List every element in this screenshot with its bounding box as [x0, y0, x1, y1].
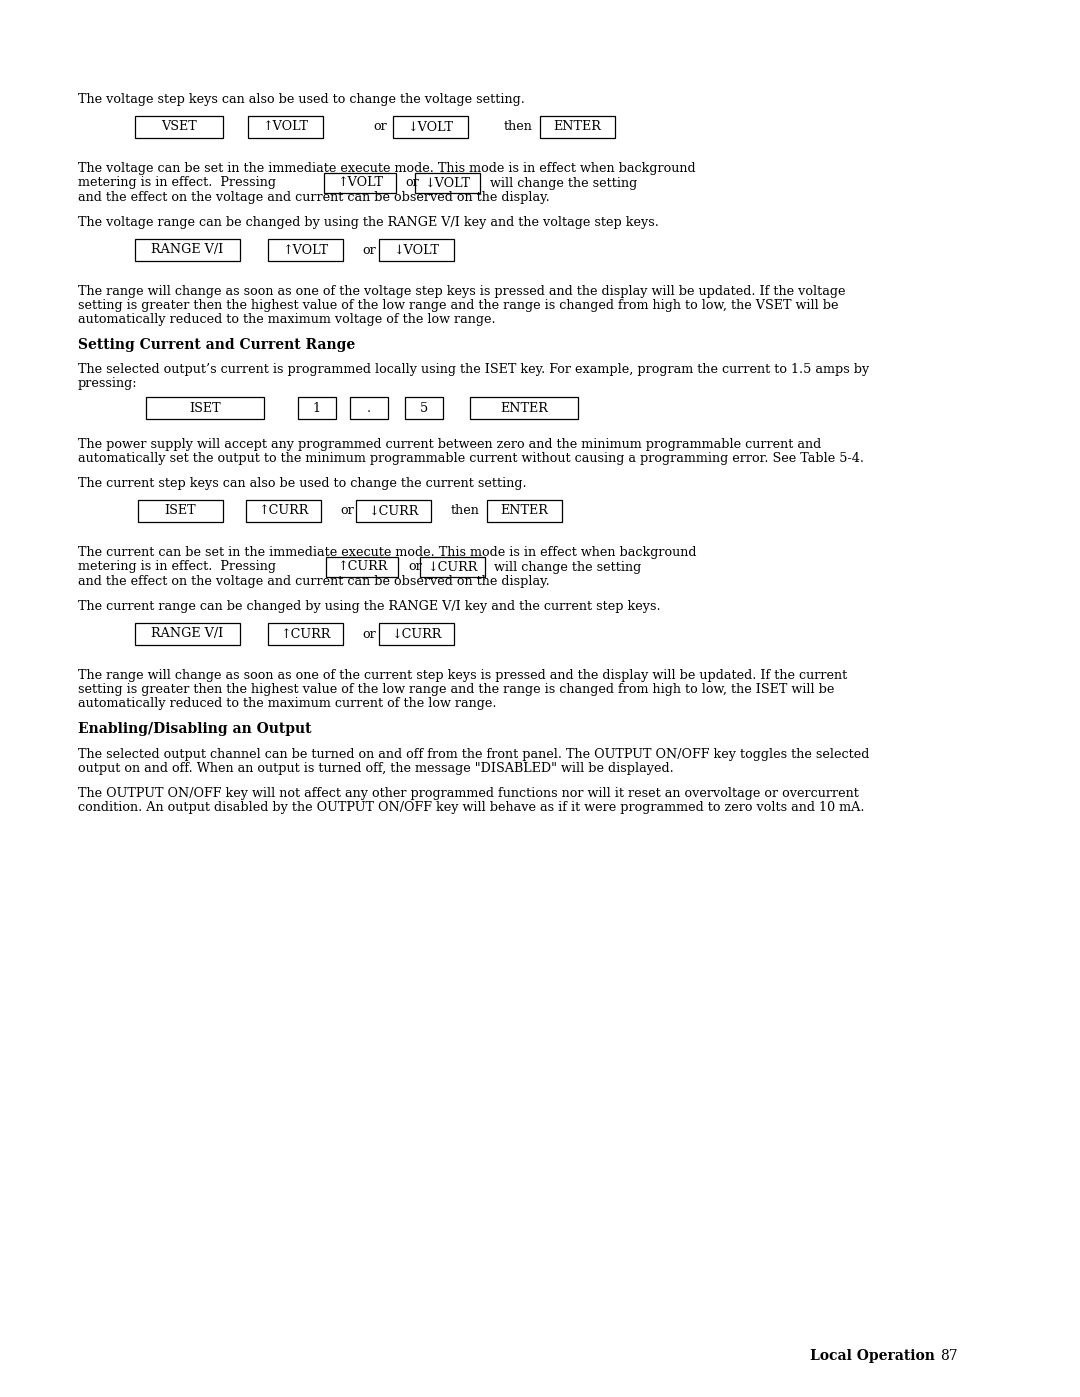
Text: output on and off. When an output is turned off, the message "DISABLED" will be : output on and off. When an output is tur… — [78, 761, 674, 775]
Text: and the effect on the voltage and current can be observed on the display.: and the effect on the voltage and curren… — [78, 576, 550, 588]
Text: ↑CURR: ↑CURR — [337, 560, 388, 574]
Text: or: or — [408, 560, 422, 574]
FancyBboxPatch shape — [247, 116, 323, 138]
Text: 1: 1 — [313, 401, 321, 415]
Text: The voltage range can be changed by using the RANGE V/I key and the voltage step: The voltage range can be changed by usin… — [78, 217, 659, 229]
Text: 87: 87 — [940, 1350, 958, 1363]
Text: The selected output channel can be turned on and off from the front panel. The O: The selected output channel can be turne… — [78, 747, 869, 761]
FancyBboxPatch shape — [470, 397, 578, 419]
Text: metering is in effect.  Pressing: metering is in effect. Pressing — [78, 560, 276, 573]
FancyBboxPatch shape — [415, 173, 480, 193]
Text: ↓CURR: ↓CURR — [391, 627, 442, 640]
Text: The current can be set in the immediate execute mode. This mode is in effect whe: The current can be set in the immediate … — [78, 546, 697, 559]
Text: ↑VOLT: ↑VOLT — [337, 176, 383, 190]
Text: or: or — [362, 243, 376, 257]
Text: then: then — [451, 504, 480, 517]
Text: ↓VOLT: ↓VOLT — [407, 120, 453, 134]
Text: The voltage can be set in the immediate execute mode. This mode is in effect whe: The voltage can be set in the immediate … — [78, 162, 696, 175]
Text: RANGE V/I: RANGE V/I — [151, 243, 224, 257]
Text: The range will change as soon as one of the voltage step keys is pressed and the: The range will change as soon as one of … — [78, 285, 846, 298]
Text: ↓CURR: ↓CURR — [368, 504, 418, 517]
Text: automatically set the output to the minimum programmable current without causing: automatically set the output to the mini… — [78, 453, 864, 465]
Text: ↓VOLT: ↓VOLT — [393, 243, 438, 257]
Text: ISET: ISET — [164, 504, 195, 517]
Text: The selected output’s current is programmed locally using the ISET key. For exam: The selected output’s current is program… — [78, 363, 869, 376]
Text: Enabling/Disabling an Output: Enabling/Disabling an Output — [78, 722, 311, 736]
FancyBboxPatch shape — [135, 239, 240, 261]
FancyBboxPatch shape — [326, 557, 399, 577]
FancyBboxPatch shape — [486, 500, 562, 522]
Text: or: or — [340, 504, 354, 517]
FancyBboxPatch shape — [298, 397, 336, 419]
FancyBboxPatch shape — [137, 500, 222, 522]
Text: ↑VOLT: ↑VOLT — [262, 120, 308, 134]
FancyBboxPatch shape — [378, 623, 454, 645]
FancyBboxPatch shape — [540, 116, 615, 138]
FancyBboxPatch shape — [350, 397, 388, 419]
Text: and the effect on the voltage and current can be observed on the display.: and the effect on the voltage and curren… — [78, 191, 550, 204]
FancyBboxPatch shape — [135, 623, 240, 645]
Text: metering is in effect.  Pressing: metering is in effect. Pressing — [78, 176, 276, 189]
Text: .: . — [367, 401, 372, 415]
Text: ↓VOLT: ↓VOLT — [424, 176, 470, 190]
Text: The range will change as soon as one of the current step keys is pressed and the: The range will change as soon as one of … — [78, 669, 847, 682]
Text: will change the setting: will change the setting — [494, 560, 642, 574]
Text: RANGE V/I: RANGE V/I — [151, 627, 224, 640]
Text: Setting Current and Current Range: Setting Current and Current Range — [78, 338, 355, 352]
FancyBboxPatch shape — [378, 239, 454, 261]
Text: automatically reduced to the maximum voltage of the low range.: automatically reduced to the maximum vol… — [78, 313, 496, 326]
Text: The current range can be changed by using the RANGE V/I key and the current step: The current range can be changed by usin… — [78, 599, 661, 613]
Text: ↑CURR: ↑CURR — [258, 504, 308, 517]
FancyBboxPatch shape — [268, 239, 342, 261]
Text: or: or — [362, 627, 376, 640]
FancyBboxPatch shape — [324, 173, 396, 193]
FancyBboxPatch shape — [405, 397, 443, 419]
Text: ENTER: ENTER — [553, 120, 600, 134]
Text: setting is greater then the highest value of the low range and the range is chan: setting is greater then the highest valu… — [78, 299, 838, 312]
Text: ↑VOLT: ↑VOLT — [282, 243, 328, 257]
Text: ISET: ISET — [189, 401, 220, 415]
Text: ENTER: ENTER — [500, 401, 548, 415]
FancyBboxPatch shape — [268, 623, 342, 645]
Text: Local Operation: Local Operation — [810, 1350, 935, 1363]
FancyBboxPatch shape — [355, 500, 431, 522]
Text: The power supply will accept any programmed current between zero and the minimum: The power supply will accept any program… — [78, 439, 821, 451]
Text: 5: 5 — [420, 401, 428, 415]
Text: The current step keys can also be used to change the current setting.: The current step keys can also be used t… — [78, 476, 527, 490]
Text: ↓CURR: ↓CURR — [427, 560, 477, 574]
Text: or: or — [405, 176, 419, 190]
Text: The OUTPUT ON/OFF key will not affect any other programmed functions nor will it: The OUTPUT ON/OFF key will not affect an… — [78, 787, 859, 800]
Text: ↑CURR: ↑CURR — [280, 627, 330, 640]
Text: condition. An output disabled by the OUTPUT ON/OFF key will behave as if it were: condition. An output disabled by the OUT… — [78, 800, 864, 814]
Text: or: or — [373, 120, 387, 134]
FancyBboxPatch shape — [245, 500, 321, 522]
Text: will change the setting: will change the setting — [490, 176, 637, 190]
Text: ENTER: ENTER — [500, 504, 548, 517]
Text: VSET: VSET — [161, 120, 197, 134]
Text: automatically reduced to the maximum current of the low range.: automatically reduced to the maximum cur… — [78, 697, 497, 710]
Text: pressing:: pressing: — [78, 377, 137, 390]
FancyBboxPatch shape — [419, 557, 485, 577]
Text: setting is greater then the highest value of the low range and the range is chan: setting is greater then the highest valu… — [78, 683, 835, 696]
FancyBboxPatch shape — [135, 116, 222, 138]
Text: The voltage step keys can also be used to change the voltage setting.: The voltage step keys can also be used t… — [78, 94, 525, 106]
Text: then: then — [504, 120, 532, 134]
FancyBboxPatch shape — [146, 397, 264, 419]
FancyBboxPatch shape — [392, 116, 468, 138]
